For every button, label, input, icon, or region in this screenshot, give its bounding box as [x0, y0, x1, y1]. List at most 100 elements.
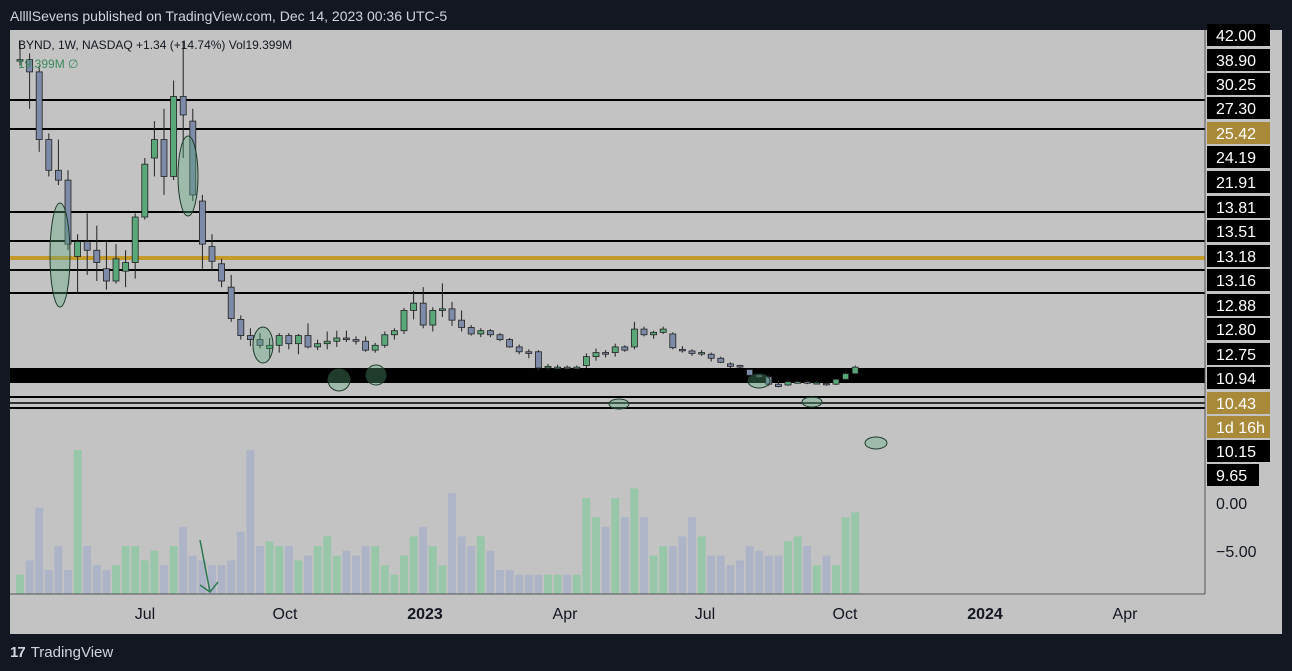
price-axis-label: 13.81	[1216, 200, 1256, 217]
annotation-arrow	[199, 539, 219, 594]
volume-bar	[409, 536, 418, 594]
volume-bar	[54, 546, 63, 594]
volume-bar	[524, 574, 533, 594]
price-badge	[1207, 367, 1270, 389]
volume-bar	[534, 574, 543, 594]
volume-bar	[428, 546, 437, 594]
price-axis-label: 12.88	[1216, 298, 1256, 315]
volume-bar	[505, 570, 514, 594]
candle-body	[794, 381, 801, 384]
support-zone	[10, 368, 1205, 383]
price-badge	[1207, 49, 1270, 71]
price-badge	[1207, 73, 1270, 95]
candle-body	[727, 363, 734, 367]
candle-body	[448, 308, 456, 321]
price-badge	[1207, 171, 1270, 193]
highlight-ellipse	[365, 364, 387, 386]
volume-bar	[563, 574, 572, 594]
volume-bar	[121, 546, 130, 594]
highlight-ellipse	[252, 326, 274, 364]
volume-bar	[515, 574, 524, 594]
symbol-legend: BYND, 1W, NASDAQ +1.34 (+14.74%) Vol19.3…	[18, 38, 293, 52]
candle-body	[563, 366, 571, 370]
candle-body	[352, 339, 360, 342]
volume-bar	[726, 565, 735, 594]
volume-bar	[793, 536, 802, 594]
volume-bar	[227, 560, 236, 594]
price-axis-label: 1d 16h	[1216, 420, 1265, 437]
candle-body	[631, 328, 638, 348]
volume-bar	[361, 546, 370, 594]
volume-bar	[313, 546, 322, 594]
candle-body	[160, 139, 168, 177]
volume-bar	[83, 546, 92, 594]
candle-body	[554, 366, 561, 370]
x-tick-label: Apr	[553, 606, 579, 623]
price-badge	[1207, 196, 1270, 218]
volume-bar	[380, 565, 389, 594]
candle-body	[669, 333, 677, 349]
candle-body	[333, 337, 341, 342]
x-tick-label: Jul	[135, 606, 155, 623]
candle-body	[803, 381, 811, 384]
volume-bar	[553, 574, 562, 594]
candle-body	[218, 263, 226, 282]
candle-body	[83, 241, 91, 251]
price-axis-label: 25.42	[1216, 126, 1256, 143]
volume-bar	[35, 507, 44, 594]
volume-bar	[217, 565, 226, 594]
volume-bar	[64, 570, 72, 594]
candle-body	[659, 328, 667, 333]
candle-body	[314, 343, 322, 348]
volume-bar	[457, 536, 466, 594]
volume-bar	[438, 565, 447, 594]
publisher-line: AllllSevens published on TradingView.com…	[10, 8, 448, 24]
price-axis-label: 42.00	[1216, 28, 1256, 45]
candle-body	[707, 353, 715, 359]
volume-bar	[822, 555, 831, 594]
candle-body	[285, 335, 293, 345]
candle-body	[45, 139, 53, 171]
volume-bar	[697, 536, 706, 594]
volume-bar	[841, 517, 850, 594]
volume-bar	[707, 555, 716, 594]
volume-bar	[236, 531, 245, 594]
highlight-ellipse	[864, 436, 888, 450]
volume-bar	[582, 498, 591, 594]
volume-bar	[112, 565, 120, 594]
volume-bar	[832, 565, 840, 594]
candle-body	[621, 346, 629, 351]
candle-body	[717, 357, 725, 363]
brand-name: TradingView	[30, 643, 114, 661]
price-badge	[1207, 122, 1270, 144]
volume-bar	[678, 536, 687, 594]
price-badge	[1207, 269, 1270, 291]
volume-bar	[812, 565, 821, 594]
highlight-ellipse	[747, 373, 771, 389]
volume-bar	[352, 555, 360, 594]
price-axis-label: 13.18	[1216, 249, 1256, 266]
volume-bar	[640, 517, 648, 594]
volume-bar	[169, 546, 178, 594]
volume-bar	[332, 555, 341, 594]
candle-body	[246, 335, 254, 341]
price-axis-label: 9.65	[1216, 468, 1247, 485]
candle-body	[602, 352, 609, 355]
candle-body	[103, 268, 110, 282]
candle-body	[650, 331, 657, 336]
candle-body	[496, 334, 504, 341]
brand-footer: 17 TradingView	[10, 640, 113, 664]
price-badge	[1207, 245, 1270, 267]
price-badge	[1207, 343, 1270, 365]
highlight-ellipse	[49, 202, 71, 308]
candle-body	[55, 169, 62, 181]
volume-bar	[44, 570, 53, 594]
candle-body	[525, 351, 533, 354]
candle-body	[122, 262, 129, 272]
volume-bar	[668, 546, 677, 594]
x-tick-label: Oct	[833, 606, 858, 623]
volume-axis-label: 0.00	[1216, 496, 1247, 513]
volume-bar	[745, 546, 754, 594]
candle-body	[851, 366, 859, 375]
